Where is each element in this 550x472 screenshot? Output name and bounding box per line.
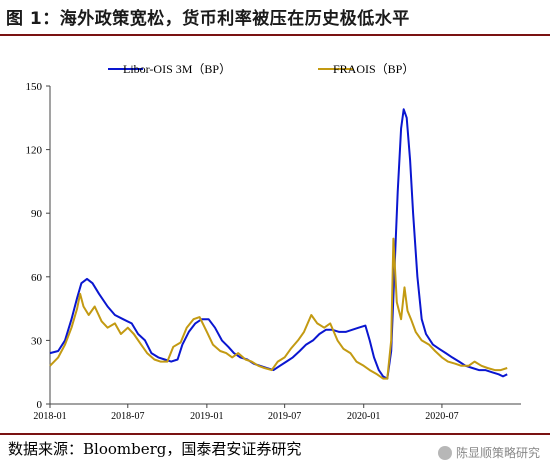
watermark-text: 陈显顺策略研究 <box>455 446 540 460</box>
page-title: 图 1：海外政策宽松，货币利率被压在历史极低水平 <box>6 8 410 29</box>
y-tick-label: 150 <box>26 81 43 93</box>
y-tick-label: 30 <box>31 335 43 347</box>
title-divider <box>0 34 550 36</box>
y-tick-label: 60 <box>31 272 43 284</box>
x-tick-label: 2019-07 <box>268 411 301 422</box>
watermark: 陈显顺策略研究 <box>437 444 540 461</box>
series-line-fraois <box>49 237 508 380</box>
legend-label-fraois: FRAOIS（BP） <box>333 62 414 76</box>
title-bar: 图 1：海外政策宽松，货币利率被压在历史极低水平 <box>0 0 550 32</box>
wechat-icon <box>437 445 452 460</box>
x-tick-label: 2020-01 <box>347 411 380 422</box>
footer-divider <box>0 433 550 435</box>
x-tick-label: 2018-01 <box>33 411 66 422</box>
y-tick-label: 120 <box>26 145 43 157</box>
x-tick-label: 2020-07 <box>425 411 458 422</box>
x-tick-label: 2019-01 <box>190 411 223 422</box>
legend-label-libor-ois: Libor-OIS 3M（BP） <box>123 62 231 76</box>
y-tick-label: 0 <box>37 399 43 411</box>
source-note: 数据来源：Bloomberg，国泰君安证券研究 <box>8 440 302 458</box>
y-tick-label: 90 <box>31 208 43 220</box>
x-tick-label: 2018-07 <box>111 411 144 422</box>
line-chart: 0 30 60 90 120 150 2018-01 2018-07 2019-01 2019-0… <box>26 62 521 422</box>
series-line-libor-ois <box>49 108 508 380</box>
